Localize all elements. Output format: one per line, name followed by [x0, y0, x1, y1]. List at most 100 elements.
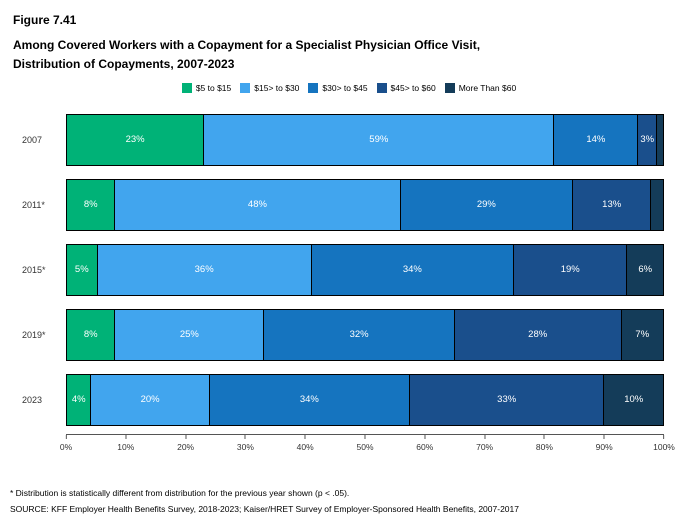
bar-segment: 14% [553, 114, 638, 165]
tick-label: 40% [296, 442, 314, 453]
bar-segment [650, 179, 663, 230]
bar-segment: 10% [603, 374, 663, 425]
chart-rows: 2007 23% 59% 14% 3% 2011* 8% 48% 29% 13% 2015* 5% 36… [14, 107, 664, 432]
tick-mark [65, 435, 67, 440]
tick-label: 10% [117, 442, 135, 453]
tick-mark [125, 435, 127, 440]
bar-segment: 48% [114, 179, 400, 230]
bar-segment: 7% [620, 309, 663, 360]
legend-item: $5 to $15 [181, 83, 231, 94]
bar-segment-label: 20% [140, 394, 160, 406]
chart-panel: 2007 23% 59% 14% 3% 2011* 8% 48% 29% 13% 2015* 5% 36… [14, 107, 664, 432]
legend-swatch [444, 83, 455, 94]
x-axis-tick: 30% [237, 435, 254, 452]
chart-row: 2019* 8% 25% 32% 28% 7% [14, 302, 664, 367]
tick-label: 50% [356, 442, 374, 453]
bar-segment-label: 8% [83, 329, 98, 341]
bar-segment: 59% [203, 114, 554, 165]
y-axis-label: 2015* [22, 264, 46, 275]
bar-segment: 8% [67, 179, 115, 230]
chart-title-line-1: Among Covered Workers with a Copayment f… [13, 38, 481, 52]
stacked-bar: 5% 36% 34% 19% 6% [66, 243, 664, 296]
chart-row: 2011* 8% 48% 29% 13% [14, 172, 664, 237]
stacked-bar: 8% 48% 29% 13% [66, 178, 664, 231]
bar-segment-label: 14% [586, 134, 606, 146]
tick-label: 100% [653, 442, 675, 453]
bar-segment-label: 28% [528, 329, 548, 341]
legend-swatch [376, 83, 387, 94]
x-axis-tick: 100% [653, 435, 675, 452]
bar-segment-label: 19% [560, 264, 580, 276]
bar-segment-label: 3% [640, 134, 655, 146]
bar-segment: 34% [310, 244, 513, 295]
bar-segment-label: 29% [476, 199, 496, 211]
footnote-significance: * Distribution is statistically differen… [10, 488, 350, 499]
legend: $5 to $15 $15> to $30 $30> to $45 $45> to $… [0, 83, 698, 94]
tick-mark [484, 435, 486, 440]
tick-label: 70% [476, 442, 494, 453]
stacked-bar: 4% 20% 34% 33% 10% [66, 373, 664, 426]
x-axis: 0% 10% 20% 30% 40% 50% 60% 70% 80% 90% 100% [60, 434, 675, 456]
legend-item: $45> to $60 [376, 83, 436, 94]
x-axis-tick: 40% [297, 435, 314, 452]
bar-segment-label: 13% [602, 199, 622, 211]
legend-swatch [181, 83, 192, 94]
x-axis-tick: 20% [177, 435, 194, 452]
tick-mark [603, 435, 605, 440]
tick-mark [543, 435, 545, 440]
bar-segment: 33% [408, 374, 604, 425]
bar-segment-label: 25% [179, 329, 199, 341]
legend-item: More Than $60 [444, 83, 516, 94]
bar-segment: 6% [626, 244, 663, 295]
x-axis-tick: 60% [416, 435, 433, 452]
tick-label: 60% [416, 442, 434, 453]
tick-label: 20% [177, 442, 195, 453]
y-axis-label: 2023 [22, 394, 43, 405]
bar-segment-label: 59% [369, 134, 389, 146]
legend-label: $45> to $60 [390, 83, 436, 94]
bar-segment-label: 4% [71, 394, 86, 406]
y-axis-label: 2019* [22, 329, 46, 340]
x-axis-tick: 0% [60, 435, 72, 452]
tick-label: 90% [595, 442, 613, 453]
bar-segment-label: 5% [74, 264, 89, 276]
bar-segment-label: 32% [349, 329, 369, 341]
tick-mark [364, 435, 366, 440]
tick-label: 0% [59, 442, 73, 453]
bar-segment: 29% [399, 179, 573, 230]
bar-segment [656, 114, 663, 165]
bar-segment: 5% [67, 244, 97, 295]
legend-item: $30> to $45 [308, 83, 368, 94]
bar-segment-label: 10% [624, 394, 644, 406]
legend-label: $30> to $45 [322, 83, 368, 94]
y-axis-label: 2011* [22, 199, 45, 210]
chart-title-line-2: Distribution of Copayments, 2007-2023 [13, 57, 235, 72]
tick-mark [663, 435, 665, 440]
chart-row: 2007 23% 59% 14% 3% [14, 107, 664, 172]
x-axis-tick: 50% [356, 435, 374, 453]
legend-item: $15> to $30 [240, 83, 299, 94]
x-axis-tick: 80% [536, 435, 553, 452]
bar-segment: 36% [96, 244, 311, 295]
legend-swatch [308, 83, 319, 94]
bar-segment-label: 48% [247, 199, 267, 211]
tick-label: 30% [236, 442, 254, 453]
footnote-source: SOURCE: KFF Employer Health Benefits Sur… [10, 503, 519, 514]
bar-segment-label: 6% [638, 264, 653, 276]
bar-segment-label: 7% [635, 329, 650, 341]
bar-segment: 32% [263, 309, 454, 360]
figure-label: Figure 7.41 [13, 13, 77, 27]
chart-header: Figure 7.41 Among Covered Workers with a… [0, 0, 698, 74]
tick-mark [424, 435, 426, 440]
bar-segment-label: 23% [125, 134, 145, 146]
x-axis-tick: 10% [117, 435, 134, 452]
bar-segment: 25% [114, 309, 264, 360]
chart-row: 2015* 5% 36% 34% 19% 6% [14, 237, 664, 302]
bar-segment-label: 36% [194, 264, 214, 276]
x-axis-tick: 90% [596, 435, 613, 452]
bar-segment: 23% [67, 114, 204, 165]
bar-segment: 3% [637, 114, 657, 165]
bar-segment-label: 33% [497, 394, 517, 406]
bar-segment: 28% [453, 309, 621, 360]
bar-segment: 20% [90, 374, 209, 425]
